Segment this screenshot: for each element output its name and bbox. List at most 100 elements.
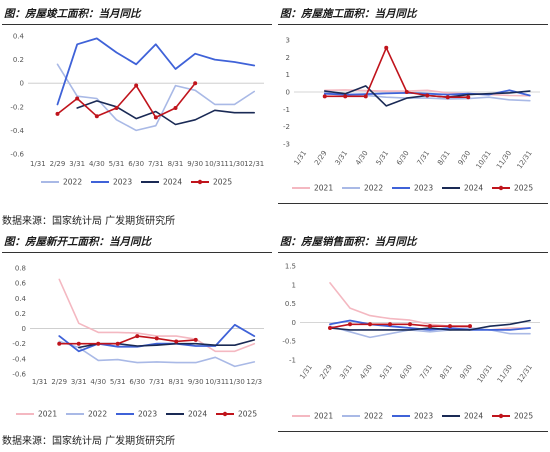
title-divider [278,24,548,25]
x-tick-label: 11/30 [495,149,513,170]
series-line-2023 [56,37,256,106]
series-line-2021 [323,89,531,97]
data-point-2025 [322,94,327,99]
series-line-2025 [58,335,197,345]
x-tick-label: 5/31 [378,363,394,380]
x-tick-label: 6/30 [395,149,411,166]
data-point-2025 [328,326,332,331]
data-point-2025 [55,111,60,116]
x-tick-label: 4/30 [354,149,370,166]
chart-panel-new-starts: 图：房屋新开工面积：当月同比 0.8 0.6 0.4 0.2 0 -0.2 -0.4 -0.6… [2,232,272,432]
data-point-2025 [425,93,430,98]
data-point-2025 [114,105,119,110]
data-point-2025 [428,324,432,329]
data-point-2025 [368,322,372,327]
series-line-2024 [76,100,255,126]
legend-marker-2025 [222,411,228,417]
series-line-2025 [323,46,470,98]
data-source-label: 数据来源：国家统计局 广发期货研究所 [2,436,176,447]
y-tick-label: 1.5 [285,263,296,271]
y-tick-label: -0.5 [282,338,296,346]
data-source-label: 数据来源：国家统计局 广发期货研究所 [2,216,176,227]
y-tick-label: 2 [286,54,290,62]
data-point-2025 [448,324,452,329]
legend-label: 2022 [63,178,82,187]
series-line-2022 [329,325,531,339]
x-tick-label: 7/31 [148,160,164,168]
x-tick-label: 9/30 [458,363,474,380]
data-point-2025 [75,96,80,101]
x-tick-label: 10/31 [476,363,494,384]
chart-svg: 0.8 0.6 0.4 0.2 0 -0.2 -0.4 -0.6 1/31 2/29 3/31 4/3… [12,265,264,419]
legend-label: 2021 [314,184,333,193]
x-tick-label: 2/29 [50,160,66,168]
legend-marker-2025 [498,413,504,419]
x-tick-label: 12/31 [244,160,264,168]
legend-marker-2025 [197,179,203,185]
data-point-2025 [173,105,178,110]
x-tick-label: 10/31 [205,378,225,386]
y-tick-label: 0.4 [15,295,27,303]
y-tick-label: -0.2 [12,340,26,348]
y-tick-label: -1 [289,357,296,365]
chart-panel-construction: 图：房屋施工面积：当月同比 3 2 1 0 -1 -2 -3 1/31 2/29 3/31 4/30… [278,4,548,204]
legend-label: 2022 [88,410,107,419]
x-tick-label: 1/31 [30,160,46,168]
y-tick-label: -0.4 [12,355,26,363]
data-point-2025 [76,341,81,346]
data-point-2025 [363,94,368,99]
legend-label: 2023 [138,410,157,419]
y-tick-label: 0.4 [13,33,25,41]
legend-label: 2023 [414,412,433,421]
legend-label: 2022 [364,412,383,421]
y-tick-label: 0 [20,80,24,88]
data-point-2025 [153,115,158,120]
series-line-2025 [329,323,471,329]
series-line-2022 [323,92,531,102]
data-point-2025 [404,90,409,94]
y-tick-label: 0 [22,325,26,333]
x-tick-label: 7/31 [149,378,165,386]
data-point-2025 [408,322,412,327]
y-tick-label: 3 [286,37,290,45]
y-tick-label: 1 [286,71,290,79]
legend-label: 2025 [514,412,533,421]
x-tick-label: 2/29 [318,363,334,380]
title-divider [2,252,272,253]
x-tick-label: 9/30 [187,160,203,168]
legend-label: 2024 [464,412,483,421]
legend-label: 2021 [38,410,57,419]
y-tick-label: 0.8 [15,265,26,273]
x-tick-label: 4/30 [89,160,105,168]
y-tick-label: 0.5 [285,300,296,308]
data-point-2025 [388,322,392,327]
y-tick-label: -0.2 [10,103,24,111]
chart-title: 图：房屋新开工面积：当月同比 [4,236,151,248]
data-point-2025 [94,114,99,119]
x-tick-label: 12/3 [246,378,262,386]
x-tick-label: 12/31 [516,363,534,384]
x-tick-label: 3/31 [69,160,85,168]
data-point-2025 [154,336,159,341]
x-tick-label: 1/31 [298,363,314,380]
chart-svg: 1.5 1 0.5 0 -0.5 -11/31 2/29 3/31 4/30 5/31 6/30 7/… [282,263,540,421]
chart-title: 图：房屋销售面积：当月同比 [280,236,417,248]
chart-title: 图：房屋竣工面积：当月同比 [4,8,141,20]
y-tick-label: -0.6 [10,151,24,159]
legend-marker-2025 [498,185,504,191]
title-divider [278,252,548,253]
data-point-2025 [468,324,472,329]
x-tick-label: 11/30 [225,378,245,386]
x-tick-label: 2/29 [51,378,67,386]
x-tick-label: 10/31 [475,149,493,170]
y-tick-label: 0.2 [15,310,26,318]
legend-label: 2024 [464,184,483,193]
data-point-2025 [134,83,139,88]
x-tick-label: 4/30 [90,378,106,386]
x-tick-label: 6/30 [128,160,144,168]
x-tick-label: 11/30 [224,160,244,168]
data-point-2025 [445,95,450,100]
x-tick-label: 8/31 [168,378,184,386]
y-tick-label: 0.6 [15,280,27,288]
legend-label: 2025 [213,178,232,187]
